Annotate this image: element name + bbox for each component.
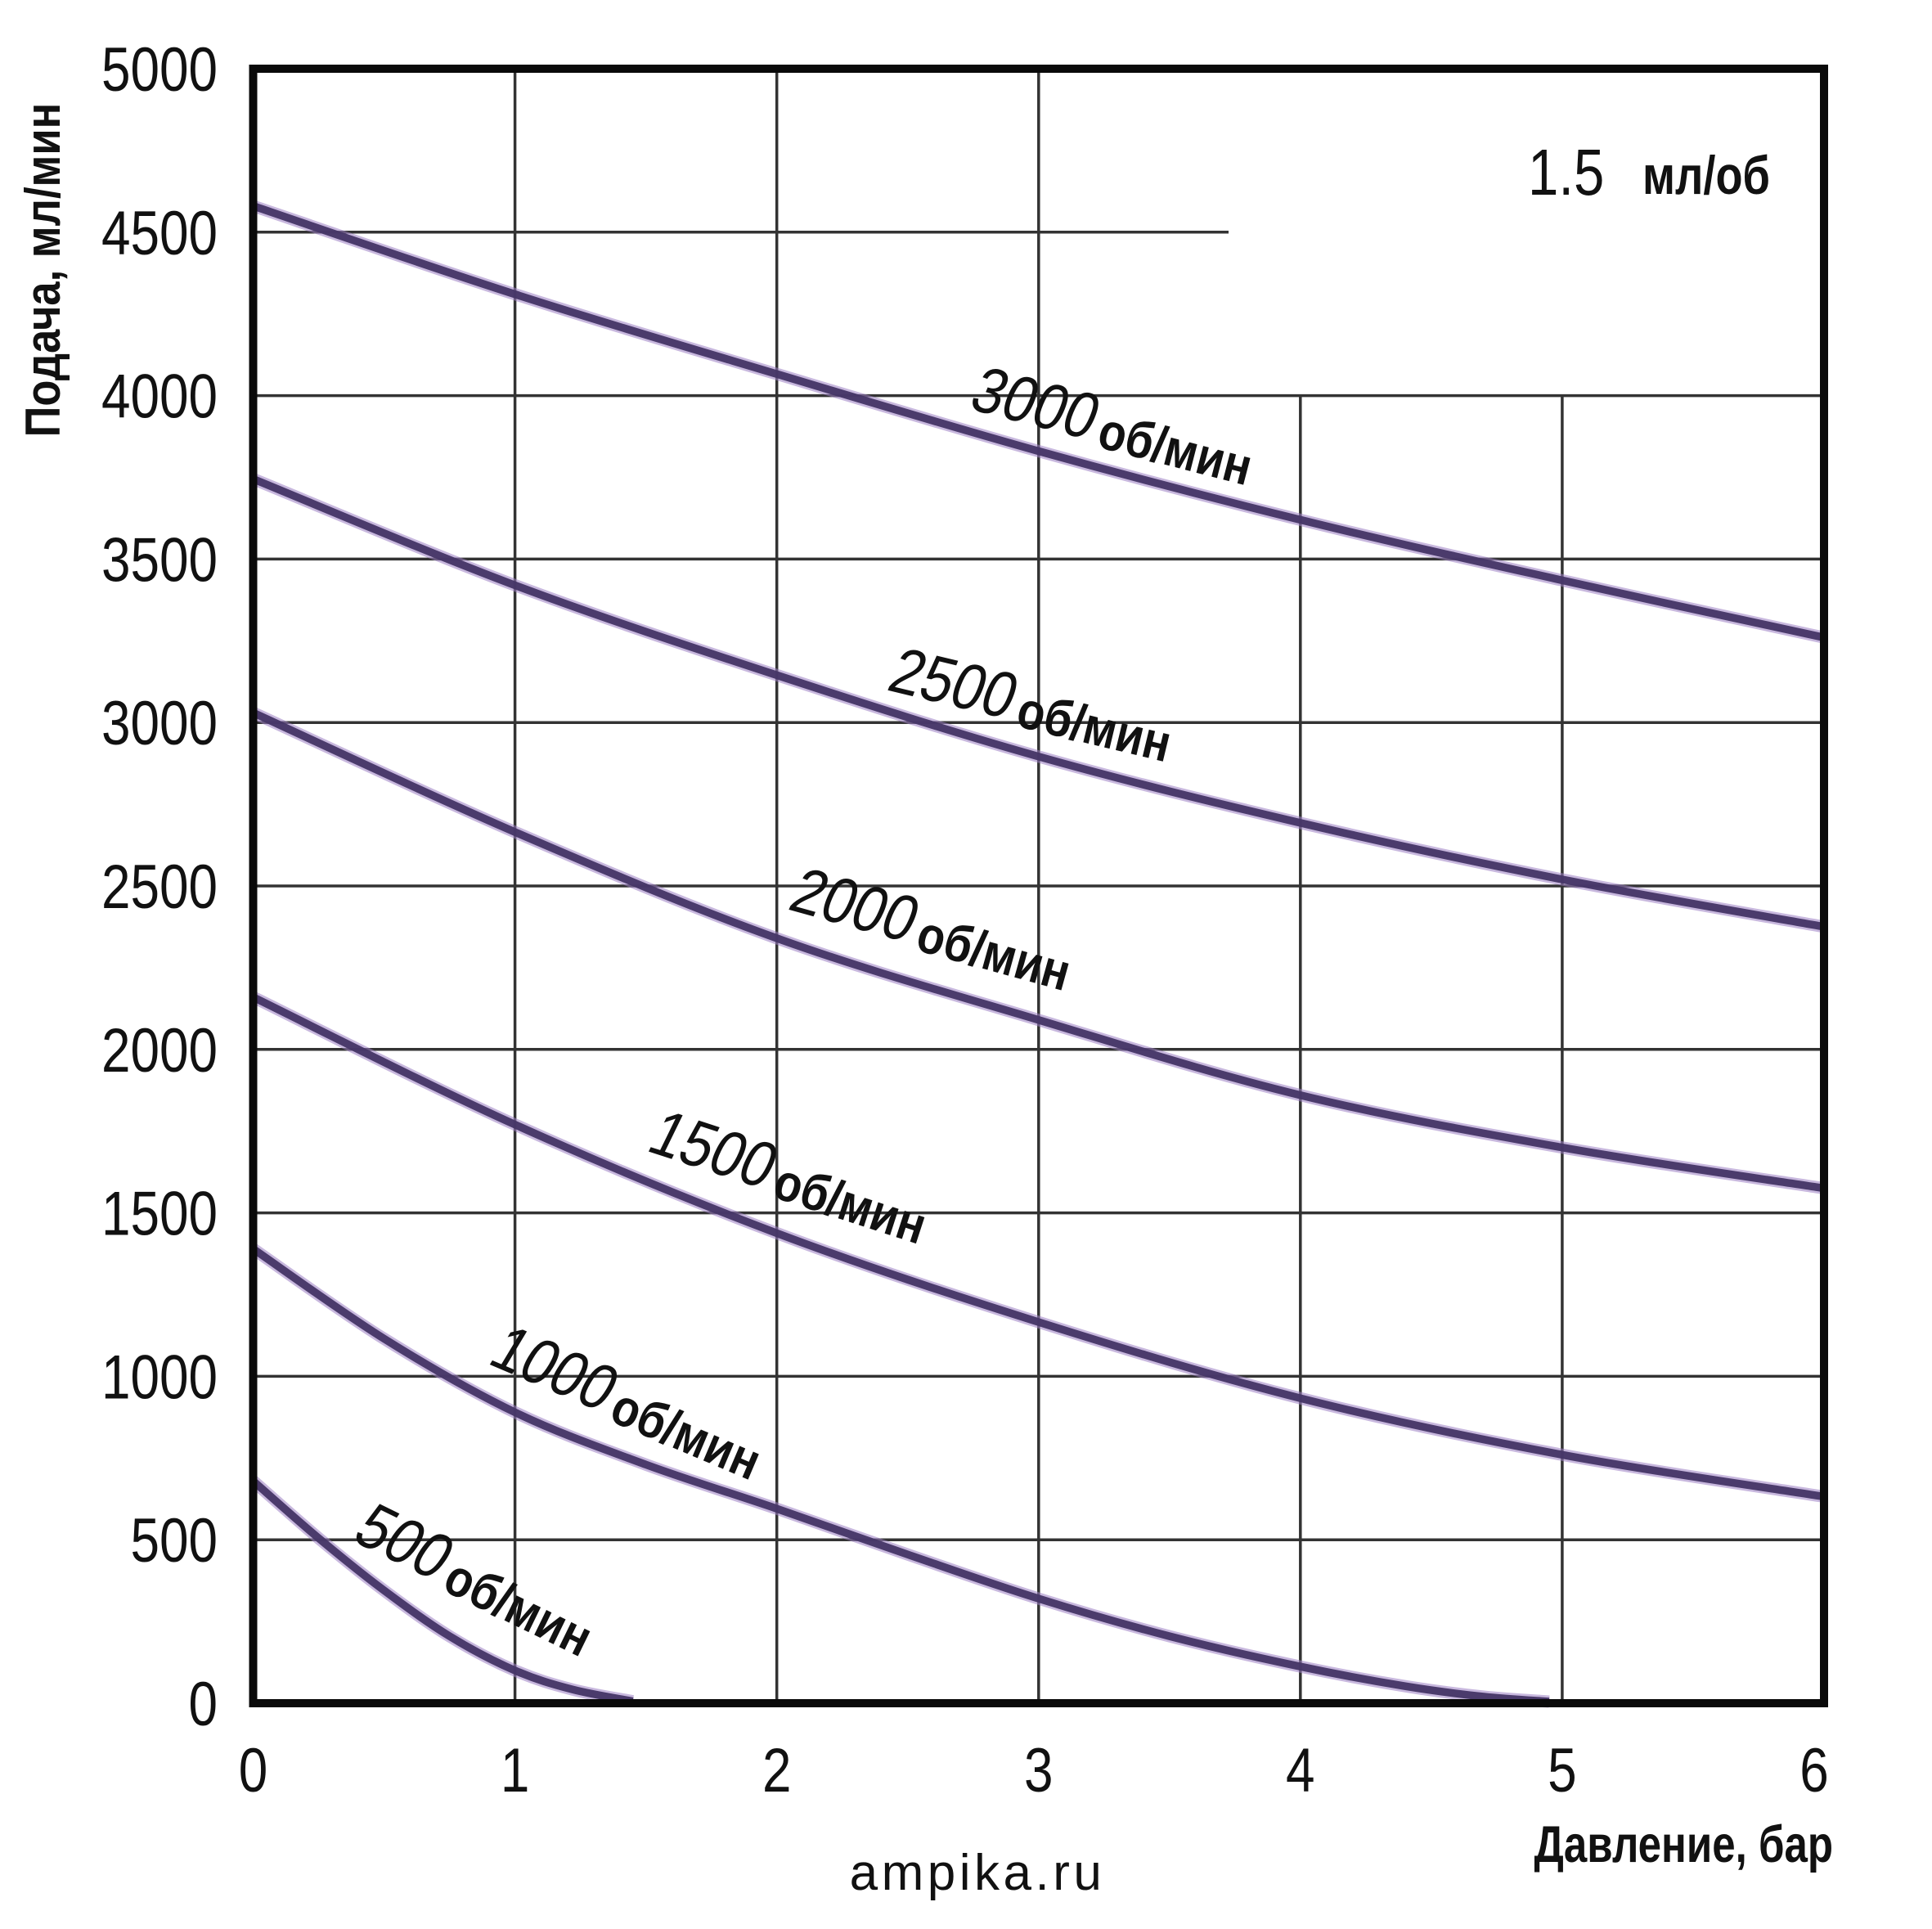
svg-text:0: 0 bbox=[239, 1735, 268, 1805]
svg-text:ampika.ru: ampika.ru bbox=[850, 1845, 1106, 1901]
svg-text:Давление, бар: Давление, бар bbox=[1534, 1816, 1833, 1873]
svg-text:1: 1 bbox=[501, 1735, 530, 1805]
svg-text:4500: 4500 bbox=[101, 197, 218, 268]
svg-text:3000: 3000 bbox=[101, 688, 218, 758]
svg-text:3500: 3500 bbox=[101, 524, 218, 595]
svg-text:0: 0 bbox=[188, 1669, 218, 1739]
svg-text:2500: 2500 bbox=[101, 852, 218, 922]
svg-text:5: 5 bbox=[1548, 1735, 1577, 1805]
svg-text:2000: 2000 bbox=[101, 1014, 218, 1085]
svg-text:1500: 1500 bbox=[101, 1178, 218, 1248]
svg-text:4: 4 bbox=[1286, 1735, 1315, 1805]
svg-text:1.5: 1.5 bbox=[1528, 135, 1604, 209]
svg-text:1000: 1000 bbox=[101, 1342, 218, 1412]
svg-text:мл/об: мл/об bbox=[1642, 145, 1770, 205]
svg-text:3: 3 bbox=[1024, 1735, 1054, 1805]
svg-text:Подача, мл/мин: Подача, мл/мин bbox=[16, 103, 70, 438]
svg-text:4000: 4000 bbox=[101, 361, 218, 431]
svg-text:2: 2 bbox=[762, 1735, 792, 1805]
svg-text:5000: 5000 bbox=[101, 34, 218, 105]
svg-text:500: 500 bbox=[130, 1505, 218, 1576]
svg-text:6: 6 bbox=[1799, 1735, 1829, 1805]
